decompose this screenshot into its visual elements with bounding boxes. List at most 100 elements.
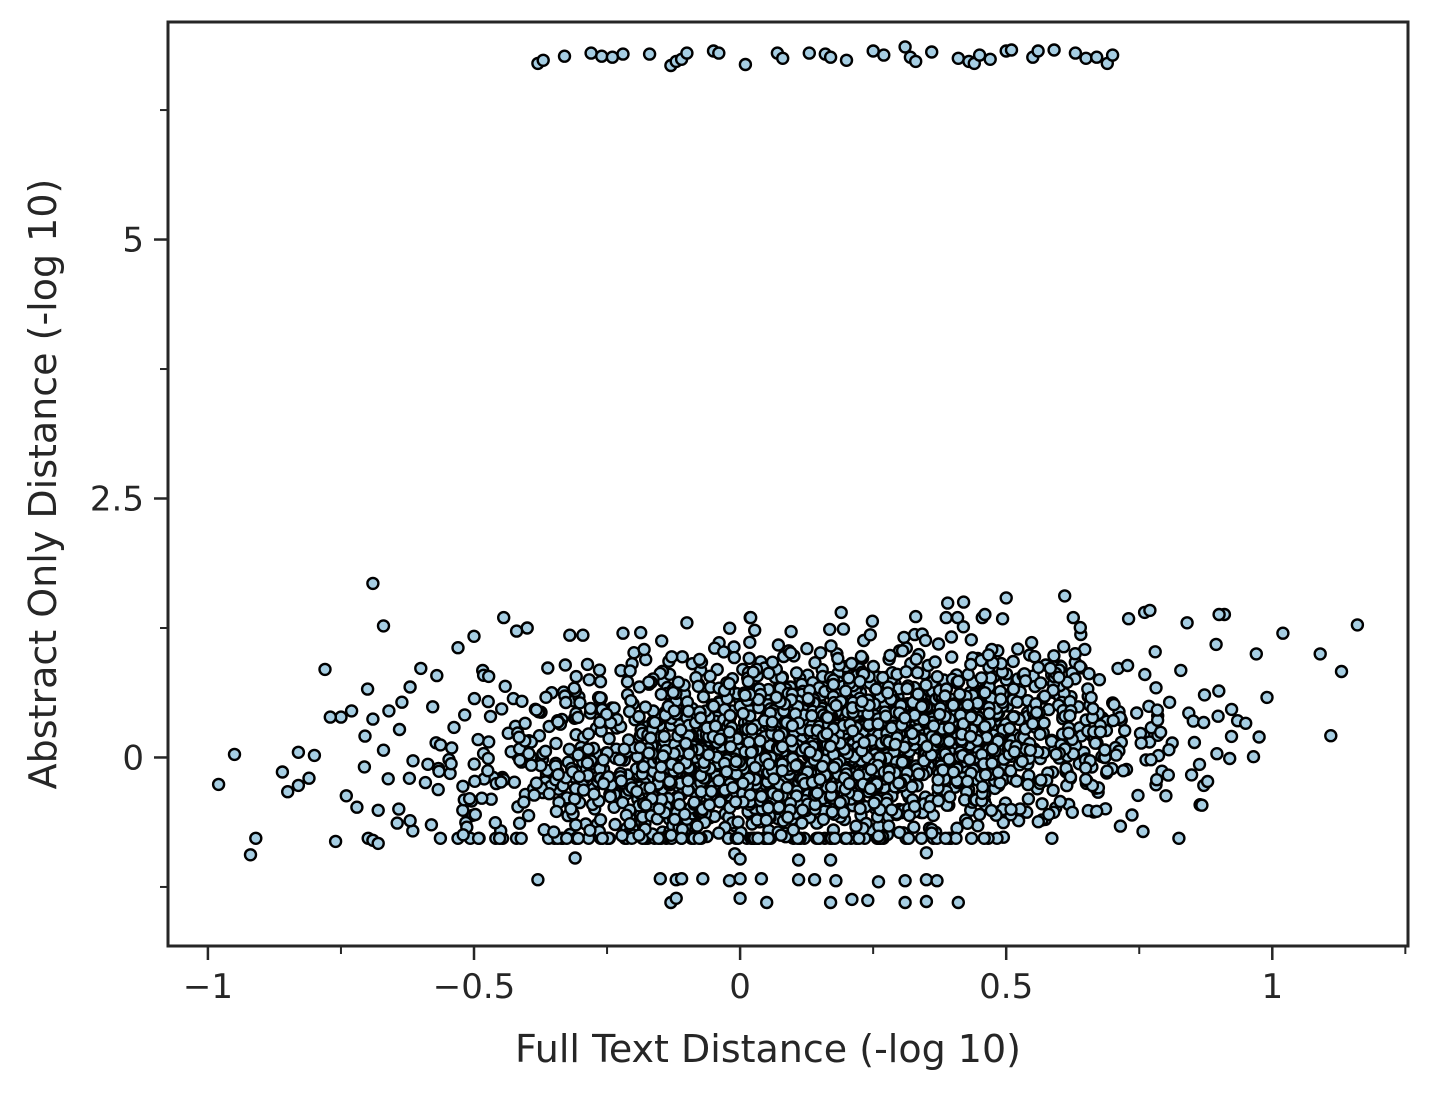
data-point [1082,667,1096,681]
data-point [1129,706,1144,720]
data-point [800,641,814,656]
data-point [1068,46,1083,60]
plot-frame [166,20,1410,948]
data-point [943,790,957,804]
data-point [623,664,637,678]
data-point [748,623,762,637]
data-point [939,610,953,625]
data-point [813,772,827,786]
data-point [366,712,380,726]
data-point [458,708,472,722]
data-point [559,695,573,710]
data-point [866,44,880,58]
data-point [951,895,965,910]
data-point [731,815,745,829]
data-point [930,670,944,684]
data-point [975,780,990,794]
data-point [529,776,544,790]
data-point [816,812,831,827]
data-point [907,820,921,834]
data-point [481,764,495,778]
data-point [680,616,694,630]
data-point [754,789,769,804]
data-point [536,53,550,67]
data-point [765,655,780,669]
data-point [1033,676,1048,690]
data-point [801,691,815,706]
data-point [632,709,646,724]
data-point [642,746,656,760]
data-point [328,834,343,849]
data-point [1260,690,1274,705]
data-point [728,795,743,809]
data-point [895,755,909,769]
data-point [839,831,854,845]
data-point [681,704,696,718]
data-point [807,873,822,887]
data-point [406,754,420,768]
data-point [910,666,925,680]
data-point [665,650,679,664]
data-point [549,736,563,751]
data-point [736,776,750,790]
data-point [911,687,925,701]
data-point [1192,757,1207,772]
data-point [1113,819,1128,833]
data-point [538,744,553,758]
data-point [593,813,608,827]
data-point [414,661,428,676]
data-point [745,722,759,736]
data-point [722,725,737,739]
data-point [846,724,860,738]
data-point [928,655,942,669]
data-point [1089,804,1104,818]
data-point [1134,736,1148,750]
data-point [733,852,747,866]
data-point [1138,667,1152,682]
data-point [869,682,883,696]
points-layer [211,40,1365,910]
data-point [972,807,987,822]
data-point [956,620,971,634]
data-point [615,828,629,843]
data-point [652,802,666,816]
ticks-layer: −1 −0.5 0 0.5 1 0 2.5 5 [90,109,1407,1007]
data-point [605,50,620,64]
data-point [696,872,710,886]
data-point [897,630,911,645]
data-point [512,816,527,830]
data-point [580,657,595,672]
data-point [642,47,657,61]
data-point [831,651,845,666]
data-point [1010,695,1024,709]
data-point [702,748,716,762]
data-point [1125,808,1139,822]
data-point [909,54,923,69]
data-point [827,760,841,775]
data-point [571,748,585,762]
data-point [808,656,822,670]
data-point [680,46,694,60]
data-point [733,872,747,886]
data-point [456,779,470,793]
data-point [402,771,417,785]
data-point [291,745,306,759]
data-point [1047,649,1061,663]
data-point [616,47,630,61]
data-point [895,644,910,658]
data-point [802,46,816,60]
data-point [1035,797,1049,811]
data-point [371,836,385,851]
data-point [432,764,446,778]
data-point [713,795,727,809]
data-point [608,817,622,832]
data-point [1079,772,1093,787]
x-tick-label: −0.5 [433,967,516,1007]
data-point [1006,682,1021,696]
data-point [824,639,838,653]
data-point [789,758,803,773]
data-point [919,678,933,692]
x-tick-label: 1 [1261,967,1283,1007]
data-point [1174,663,1188,678]
data-point [931,773,945,787]
